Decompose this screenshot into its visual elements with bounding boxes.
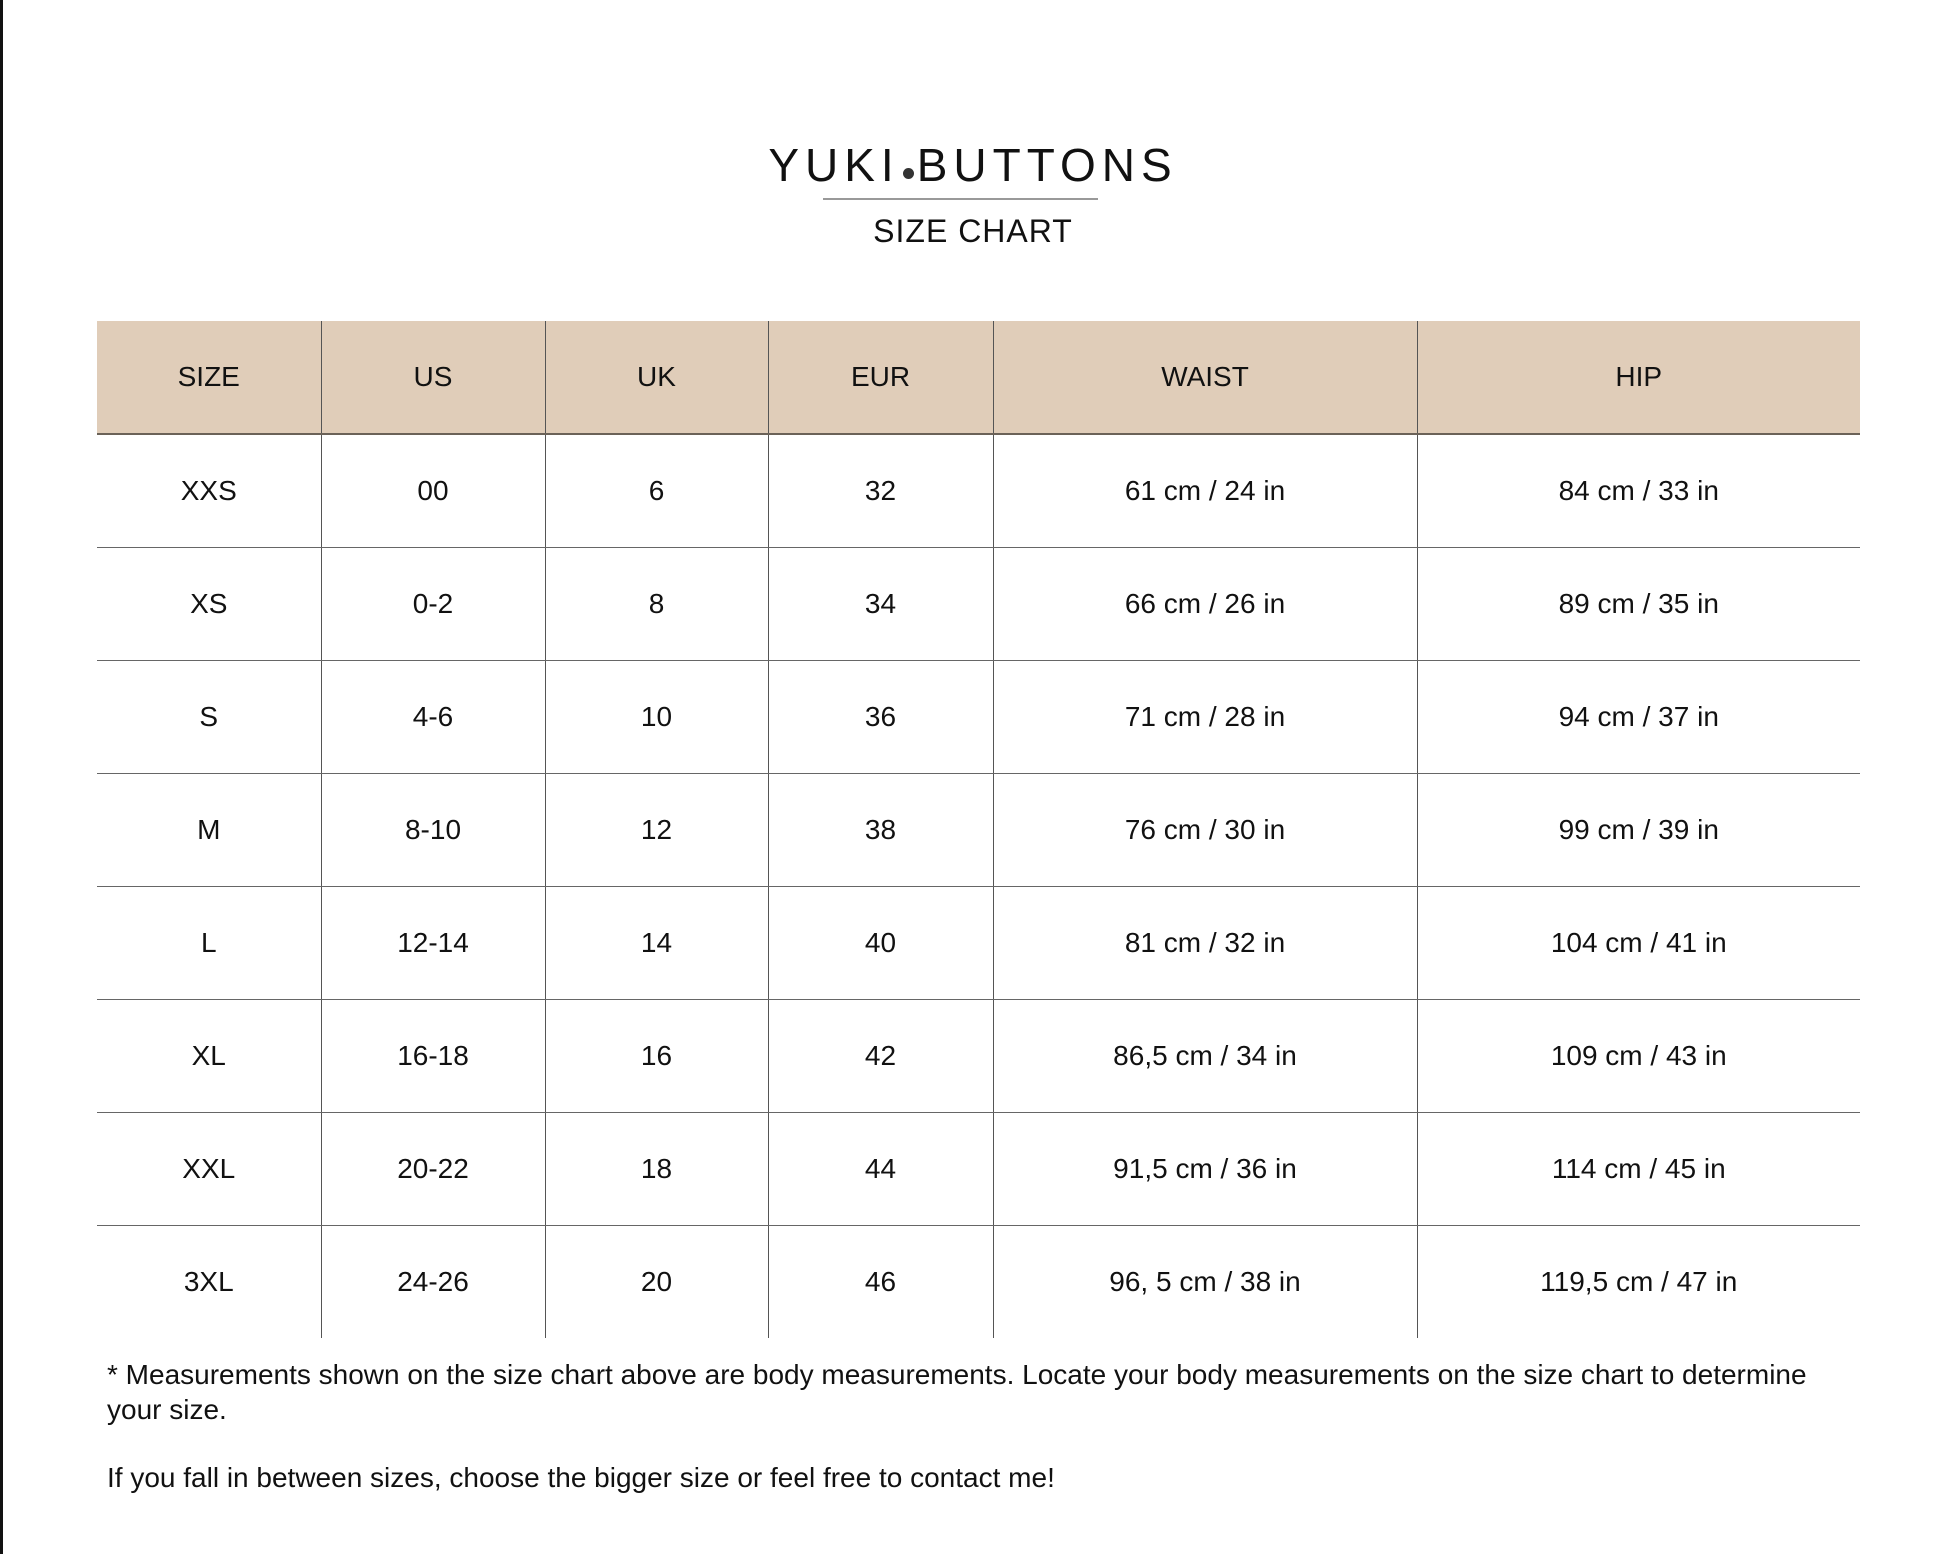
cell-uk: 16 (544, 999, 768, 1113)
cell-uk: 8 (544, 547, 768, 661)
cell-hip: 89 cm / 35 in (1416, 547, 1860, 661)
brand-logo: YUKI BUTTONS (0, 138, 1946, 192)
cell-eur: 46 (767, 1225, 993, 1338)
cell-hip: 99 cm / 39 in (1416, 773, 1860, 887)
cell-size: L (97, 886, 321, 1000)
cell-waist: 81 cm / 32 in (992, 886, 1417, 1000)
cell-us: 24-26 (320, 1225, 545, 1338)
table-row: 3XL 24-26 20 46 96, 5 cm / 38 in 119,5 cm / 4… (97, 1225, 1860, 1338)
cell-hip: 104 cm / 41 in (1416, 886, 1860, 1000)
cell-hip: 84 cm / 33 in (1416, 434, 1860, 548)
brand-name-left: YUKI (768, 139, 900, 191)
cell-waist: 61 cm / 24 in (992, 434, 1417, 548)
cell-us: 16-18 (320, 999, 545, 1113)
button-dot-icon (902, 168, 914, 179)
column-header-uk: UK (544, 321, 768, 435)
table-row: XXL 20-22 18 44 91,5 cm / 36 in 114 cm / 45 i… (97, 1112, 1860, 1226)
cell-waist: 66 cm / 26 in (992, 547, 1417, 661)
cell-uk: 6 (544, 434, 768, 548)
cell-us: 0-2 (320, 547, 545, 661)
title-divider (823, 198, 1098, 200)
cell-uk: 10 (544, 660, 768, 774)
cell-size: XL (97, 999, 321, 1113)
table-row: XXS 00 6 32 61 cm / 24 in 84 cm / 33 in (97, 434, 1860, 548)
cell-eur: 36 (767, 660, 993, 774)
cell-hip: 94 cm / 37 in (1416, 660, 1860, 774)
table-row: L 12-14 14 40 81 cm / 32 in 104 cm / 41 in (97, 886, 1860, 1000)
cell-size: XXL (97, 1112, 321, 1226)
cell-waist: 96, 5 cm / 38 in (992, 1225, 1417, 1338)
cell-uk: 18 (544, 1112, 768, 1226)
cell-hip: 109 cm / 43 in (1416, 999, 1860, 1113)
between-sizes-note: If you fall in between sizes, choose the… (107, 1462, 1055, 1493)
cell-eur: 38 (767, 773, 993, 887)
table-row: XL 16-18 16 42 86,5 cm / 34 in 109 cm / 43 in (97, 999, 1860, 1113)
cell-us: 20-22 (320, 1112, 545, 1226)
cell-eur: 44 (767, 1112, 993, 1226)
column-header-eur: EUR (767, 321, 993, 435)
cell-uk: 20 (544, 1225, 768, 1338)
cell-size: M (97, 773, 321, 887)
column-header-size: SIZE (97, 321, 321, 435)
table-row: XS 0-2 8 34 66 cm / 26 in 89 cm / 35 in (97, 547, 1860, 661)
measurements-note: * Measurements shown on the size chart a… (107, 1359, 1807, 1425)
cell-us: 00 (320, 434, 545, 548)
cell-us: 4-6 (320, 660, 545, 774)
cell-waist: 91,5 cm / 36 in (992, 1112, 1417, 1226)
cell-waist: 86,5 cm / 34 in (992, 999, 1417, 1113)
cell-waist: 71 cm / 28 in (992, 660, 1417, 774)
size-chart-table: SIZE US UK EUR WAIST HIP XXS 00 6 32 61 cm / 24 i… (97, 321, 1860, 1338)
cell-hip: 114 cm / 45 in (1416, 1112, 1860, 1226)
column-header-hip: HIP (1416, 321, 1860, 435)
cell-uk: 14 (544, 886, 768, 1000)
column-header-us: US (320, 321, 545, 435)
cell-us: 8-10 (320, 773, 545, 887)
cell-waist: 76 cm / 30 in (992, 773, 1417, 887)
cell-size: 3XL (183, 1266, 234, 1297)
cell-eur: 32 (767, 434, 993, 548)
table-row: M 8-10 12 38 76 cm / 30 in 99 cm / 39 in (97, 773, 1860, 887)
column-header-waist: WAIST (992, 321, 1417, 435)
table-row: S 4-6 10 36 71 cm / 28 in 94 cm / 37 in (97, 660, 1860, 774)
cell-eur: 42 (767, 999, 993, 1113)
page-title: SIZE CHART (873, 213, 1073, 249)
cell-us: 12-14 (320, 886, 545, 1000)
cell-hip: 119,5 cm / 47 in (1416, 1225, 1860, 1338)
cell-uk: 12 (544, 773, 768, 887)
cell-size: XXS (97, 434, 321, 548)
cell-size: S (97, 660, 321, 774)
cell-eur: 34 (767, 547, 993, 661)
brand-name-right: BUTTONS (916, 139, 1178, 191)
table-header-row: SIZE US UK EUR WAIST HIP (97, 321, 1860, 435)
cell-size: XS (97, 547, 321, 661)
left-border (0, 0, 3, 1554)
cell-eur: 40 (767, 886, 993, 1000)
